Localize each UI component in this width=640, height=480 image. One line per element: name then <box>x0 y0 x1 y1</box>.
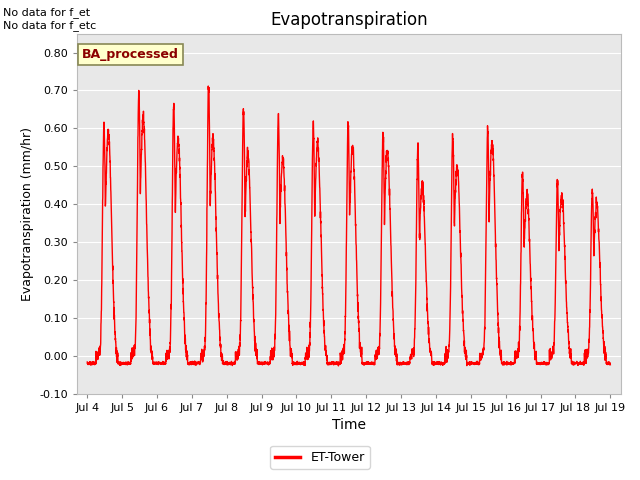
X-axis label: Time: Time <box>332 418 366 432</box>
Text: No data for f_et
No data for f_etc: No data for f_et No data for f_etc <box>3 7 97 31</box>
Legend: ET-Tower: ET-Tower <box>270 446 370 469</box>
Title: Evapotranspiration: Evapotranspiration <box>270 11 428 29</box>
Y-axis label: Evapotranspiration (mm/hr): Evapotranspiration (mm/hr) <box>20 127 33 300</box>
Text: BA_processed: BA_processed <box>82 48 179 61</box>
